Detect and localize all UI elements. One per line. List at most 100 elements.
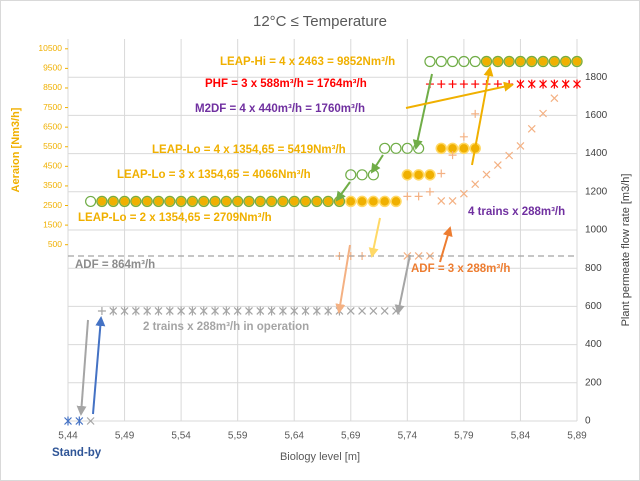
- data-point: [437, 197, 446, 205]
- data-point: [232, 195, 244, 208]
- data-point: [505, 151, 514, 160]
- arrow: [76, 319, 89, 416]
- data-point: [254, 195, 266, 208]
- y-tick-label: 5500: [43, 141, 62, 151]
- y-tick-label: 1500: [43, 219, 62, 229]
- data-point: [539, 109, 547, 118]
- data-point: [437, 169, 446, 178]
- y-tick-label: 9500: [43, 63, 62, 73]
- data-point: [379, 142, 391, 154]
- data-point: [471, 80, 480, 89]
- data-point: [424, 55, 436, 68]
- annotation: ADF = 864m³/h: [75, 259, 155, 271]
- arrow: [370, 154, 384, 174]
- y2-tick-label: 1600: [585, 110, 608, 121]
- data-point: [75, 416, 84, 426]
- data-point: [539, 79, 547, 89]
- data-point: [550, 94, 559, 103]
- x-tick-label: 5,84: [511, 431, 531, 442]
- data-point: [141, 195, 153, 208]
- data-point: [278, 306, 287, 316]
- y2-tick-label: 1000: [585, 225, 608, 236]
- data-point: [380, 307, 389, 315]
- data-point: [107, 195, 119, 208]
- data-point: [458, 142, 470, 155]
- arrow: [368, 217, 381, 258]
- data-point: [526, 55, 538, 68]
- data-point: [143, 306, 152, 316]
- data-point: [412, 169, 425, 181]
- arrow: [394, 254, 411, 315]
- data-point: [243, 195, 255, 208]
- annotation: M2DF = 4 x 440m³/h = 1760m³/h: [195, 103, 365, 115]
- data-point: [459, 80, 468, 89]
- data-point: [550, 79, 559, 89]
- data-point: [448, 151, 457, 160]
- annotation: LEAP-Lo = 4 x 1354,65 = 5419Nm³/h: [152, 144, 346, 156]
- data-point: [435, 55, 447, 68]
- data-point: [573, 79, 581, 89]
- data-point: [188, 306, 197, 316]
- data-point: [561, 79, 570, 89]
- data-point: [448, 197, 457, 205]
- annotation: 4 trains x 288m³/h: [468, 206, 565, 218]
- data-point: [64, 416, 72, 426]
- data-point: [85, 195, 97, 208]
- arrow: [92, 316, 106, 415]
- data-point: [527, 124, 536, 133]
- data-point: [164, 195, 176, 208]
- data-point: [120, 306, 129, 316]
- annotation: LEAP-Hi = 4 x 2463 = 9852Nm³/h: [220, 56, 395, 68]
- data-point: [367, 195, 380, 208]
- data-point: [446, 55, 459, 68]
- annotation: LEAP-Lo = 3 x 1354,65 = 4066Nm³/h: [117, 169, 311, 181]
- y2-tick-label: 800: [585, 263, 602, 274]
- data-point: [448, 80, 457, 89]
- data-point: [356, 169, 368, 181]
- data-point: [301, 306, 310, 316]
- data-point: [131, 306, 140, 316]
- x-tick-label: 5,54: [171, 431, 191, 442]
- data-point: [220, 195, 232, 208]
- data-point: [493, 161, 502, 169]
- data-point: [211, 306, 219, 316]
- data-point: [403, 192, 412, 201]
- x-tick-label: 5,49: [115, 431, 135, 442]
- data-point: [312, 306, 321, 316]
- data-point: [175, 195, 187, 208]
- x-tick-label: 5,64: [284, 431, 304, 442]
- arrow: [405, 81, 514, 109]
- data-point: [369, 307, 378, 315]
- data-point: [425, 187, 434, 196]
- data-point: [390, 195, 402, 208]
- annotation: ADF = 3 x 288m³/h: [411, 263, 510, 275]
- plot-area: 5,44 5,49 5,54 5,59 5,64 5,69 5,74 5,79 5,84 5,89…: [38, 39, 608, 442]
- x-tick-label: 5,69: [341, 431, 361, 442]
- y2-tick-label: 200: [585, 377, 602, 388]
- y-tick-label: 10500: [38, 43, 62, 53]
- y2-axis-label: Plant permeate flow rate [m3/h]: [620, 174, 632, 327]
- data-point: [459, 189, 468, 198]
- data-point: [345, 169, 357, 181]
- data-point: [516, 142, 525, 150]
- data-point: [199, 306, 208, 316]
- y2-tick-label: 1400: [585, 148, 608, 159]
- y-tick-label: 4500: [43, 161, 62, 171]
- data-point: [358, 307, 367, 315]
- y2-tick-label: 1200: [585, 186, 608, 197]
- data-point: [266, 195, 278, 208]
- data-point: [560, 55, 572, 68]
- y-tick-label: 2500: [43, 200, 62, 210]
- data-point: [86, 417, 95, 425]
- data-point: [209, 195, 221, 208]
- data-point: [401, 169, 414, 181]
- x-tick-label: 5,89: [567, 431, 587, 442]
- arrow: [471, 66, 494, 166]
- arrow: [335, 244, 351, 314]
- data-point: [493, 80, 502, 89]
- data-point: [401, 142, 413, 154]
- annotation: LEAP-Lo = 2 x 1354,65 = 2709Nm³/h: [78, 212, 272, 224]
- y-axis-label: Aeraion [Nm3/h]: [10, 107, 22, 192]
